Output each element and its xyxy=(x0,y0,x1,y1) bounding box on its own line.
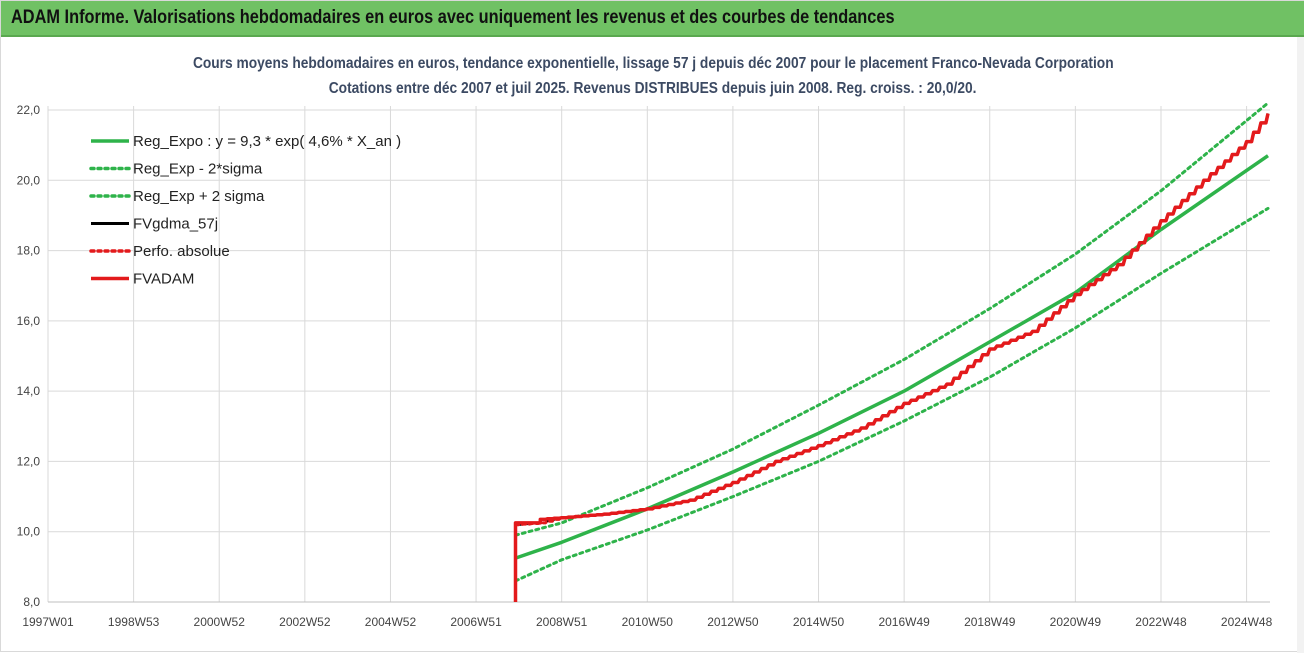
x-tick-label: 1997W01 xyxy=(22,615,74,629)
series-line-0 xyxy=(514,154,1269,560)
x-tick-label: 2006W51 xyxy=(450,615,502,629)
x-tick-label: 2008W51 xyxy=(536,615,588,629)
series-line-3 xyxy=(515,113,1269,526)
series-layer xyxy=(513,101,1270,602)
axes: 8,0 10,0 12,0 14,0 16,0 18,0 20,0 22,0 1997W01 19… xyxy=(17,103,1273,629)
grid-lines xyxy=(47,106,1270,603)
right-edge-strip xyxy=(1297,37,1304,653)
x-tick-label: 2022W48 xyxy=(1135,615,1187,629)
legend-label: Reg_Exp - 2*sigma xyxy=(133,161,263,178)
legend: Reg_Expo : y = 9,3 * exp( 4,6% * X_an ) R… xyxy=(89,133,401,288)
x-tick-label: 2000W52 xyxy=(194,615,246,629)
x-tick-label: 2010W50 xyxy=(622,615,674,629)
y-tick-label: 20,0 xyxy=(17,173,41,187)
x-tick-label: 2014W50 xyxy=(793,615,845,629)
header-bar: ADAM Informe. Valorisations hebdomadaire… xyxy=(1,1,1304,37)
legend-label: FVgdma_57j xyxy=(133,216,218,233)
y-tick-label: 22,0 xyxy=(17,103,41,117)
legend-label: Reg_Expo : y = 9,3 * exp( 4,6% * X_an ) xyxy=(133,133,401,150)
y-tick-label: 16,0 xyxy=(17,314,41,328)
y-tick-label: 14,0 xyxy=(17,384,41,398)
chart-subtitle: Cotations entre déc 2007 et juil 2025. R… xyxy=(1,80,1304,98)
series-line-1 xyxy=(514,206,1270,583)
x-tick-label: 2002W52 xyxy=(279,615,331,629)
series-line-2 xyxy=(514,101,1270,537)
chart-title: Cours moyens hebdomadaires en euros, ten… xyxy=(1,55,1304,73)
series-line-4 xyxy=(514,112,1270,527)
header-title: ADAM Informe. Valorisations hebdomadaire… xyxy=(11,7,895,28)
chart-subtitle-text: Cotations entre déc 2007 et juil 2025. R… xyxy=(329,80,977,97)
y-tick-label: 12,0 xyxy=(17,454,41,468)
x-tick-label: 2012W50 xyxy=(707,615,759,629)
x-tick-label: 2018W49 xyxy=(964,615,1016,629)
legend-label: FVADAM xyxy=(133,271,194,288)
x-tick-label: 2024W48 xyxy=(1221,615,1273,629)
y-tick-label: 10,0 xyxy=(17,525,41,539)
chart-title-text: Cours moyens hebdomadaires en euros, ten… xyxy=(192,55,1114,72)
series-line-5 xyxy=(513,113,1270,602)
x-tick-label: 2004W52 xyxy=(365,615,417,629)
x-tick-label: 1998W53 xyxy=(108,615,160,629)
x-tick-label: 2020W49 xyxy=(1050,615,1102,629)
y-tick-label: 8,0 xyxy=(23,595,40,609)
legend-label: Perfo. absolue xyxy=(133,243,230,260)
legend-label: Reg_Exp + 2 sigma xyxy=(133,188,265,205)
x-tick-label: 2016W49 xyxy=(878,615,930,629)
y-tick-label: 18,0 xyxy=(17,244,41,258)
